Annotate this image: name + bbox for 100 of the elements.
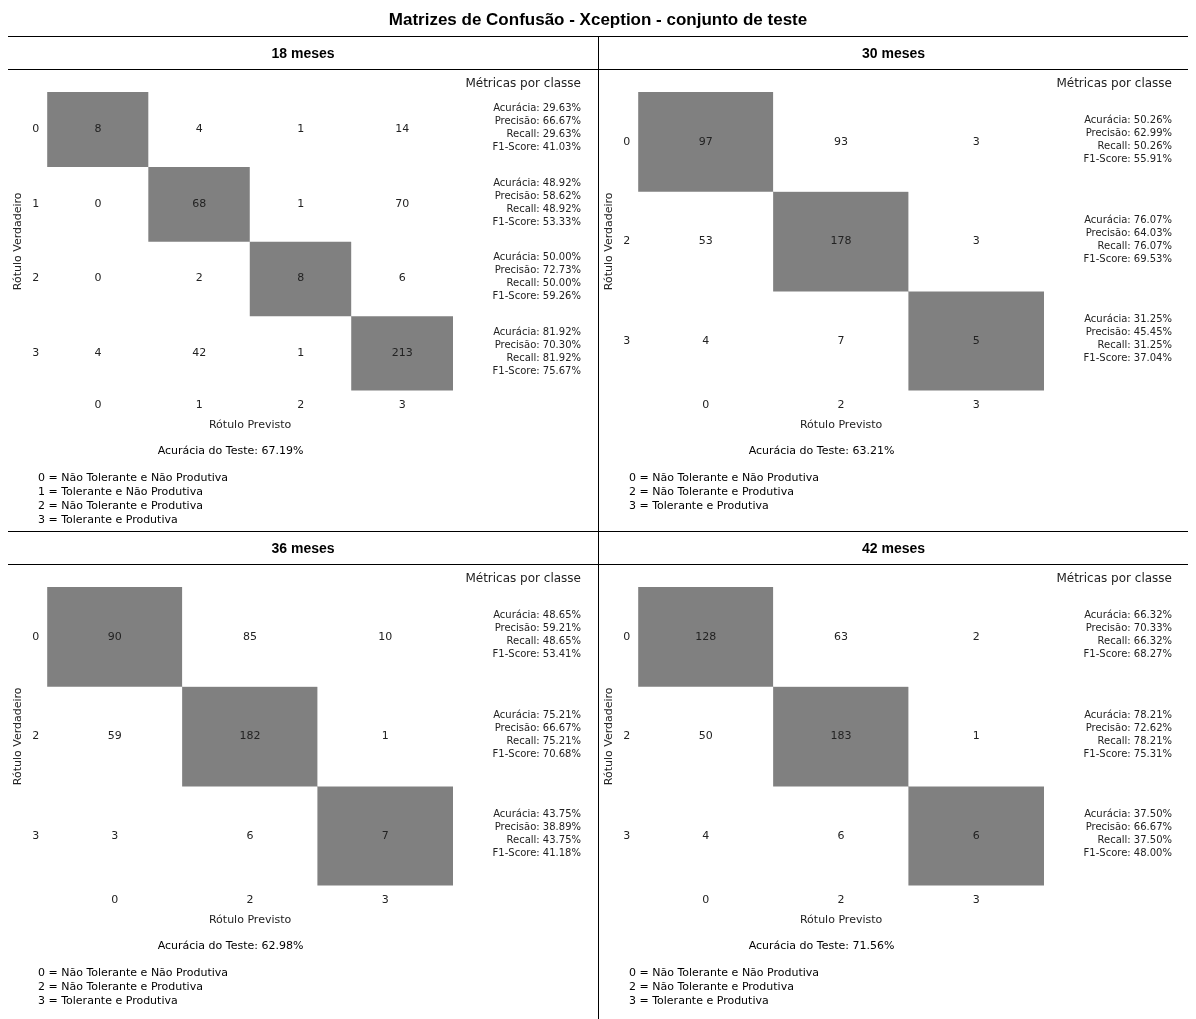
text: Recall: 48.92%: [506, 202, 581, 214]
text: Recall: 31.25%: [1097, 339, 1172, 351]
text: Recall: 66.32%: [1097, 635, 1172, 647]
x-tick-label: 3: [381, 893, 389, 907]
text: F1-Score: 53.41%: [492, 648, 581, 660]
data-label: 93: [834, 134, 849, 148]
text: F1-Score: 75.67%: [492, 364, 581, 376]
data-label: 1: [972, 729, 980, 743]
data-label: 4: [195, 122, 203, 136]
data-label: 2: [972, 629, 980, 643]
text: Precisão: 66.67%: [494, 114, 581, 126]
y-axis-title: Rótulo Verdadeiro: [11, 192, 25, 291]
data-label: 6: [246, 828, 254, 842]
text: Métricas por classe: [465, 76, 581, 91]
data-label: 183: [830, 729, 852, 743]
text: Acurácia: 29.63%: [493, 101, 581, 113]
text: Acurácia do Teste: 71.56%: [747, 939, 896, 952]
x-tick-label: 0: [702, 398, 710, 412]
text: 0 = Não Tolerante e Não Produtiva: [38, 471, 230, 485]
text: Acurácia: 48.92%: [493, 176, 581, 188]
text: Precisão: 70.33%: [1085, 622, 1172, 634]
data-label: 213: [391, 346, 413, 360]
text: F1-Score: 68.27%: [1083, 648, 1172, 660]
text: F1-Score: 37.04%: [1083, 352, 1172, 364]
text: 2 = Não Tolerante e Produtiva: [38, 980, 204, 994]
chart-subtitle: 18 meses: [8, 37, 598, 70]
data-label: 3: [972, 234, 980, 248]
text: Acurácia: 66.32%: [1084, 609, 1172, 621]
x-axis-title: Rótulo Previsto: [208, 418, 292, 432]
data-label: 182: [239, 729, 261, 743]
data-label: 6: [837, 828, 845, 842]
data-label: 68: [192, 196, 207, 210]
text: Matrizes de Confusão - Xception - conjunto de teste: [387, 9, 809, 31]
text: 3 = Tolerante e Produtiva: [38, 994, 179, 1008]
text: Recall: 78.21%: [1097, 734, 1172, 746]
data-label: 63: [834, 629, 849, 643]
text: Recall: 50.00%: [506, 277, 581, 289]
y-axis-title: Rótulo Verdadeiro: [602, 687, 616, 786]
data-label: 128: [695, 629, 717, 643]
x-tick-label: 2: [837, 398, 845, 412]
data-label: 2: [195, 271, 203, 285]
x-tick-label: 0: [94, 398, 102, 412]
data-label: 53: [698, 234, 713, 248]
text: Acurácia: 76.07%: [1084, 213, 1172, 225]
data-label: 90: [107, 629, 122, 643]
text: F1-Score: 41.18%: [492, 847, 581, 859]
y-axis-title: Rótulo Verdadeiro: [11, 687, 25, 786]
y-tick-label: 2: [623, 234, 631, 248]
text: 2 = Não Tolerante e Produtiva: [629, 485, 795, 499]
text: Recall: 76.07%: [1097, 239, 1172, 251]
data-label: 70: [395, 196, 410, 210]
y-tick-label: 2: [623, 729, 631, 743]
data-label: 7: [837, 333, 845, 347]
text: 0 = Não Tolerante e Não Produtiva: [629, 471, 821, 485]
text: Acurácia: 37.50%: [1084, 808, 1172, 820]
data-label: 42: [192, 346, 207, 360]
y-axis-title: Rótulo Verdadeiro: [602, 192, 616, 291]
data-label: 1: [297, 196, 305, 210]
y-tick-label: 0: [32, 122, 40, 136]
data-label: 4: [702, 828, 710, 842]
text: Acurácia: 31.25%: [1084, 313, 1172, 325]
y-tick-label: 3: [623, 828, 631, 842]
text: Precisão: 70.30%: [494, 338, 581, 350]
x-axis-title: Rótulo Previsto: [799, 913, 883, 927]
text: 2 = Não Tolerante e Produtiva: [38, 499, 204, 513]
text: Recall: 29.63%: [506, 127, 581, 139]
text: 0 = Não Tolerante e Não Produtiva: [629, 966, 821, 980]
data-label: 8: [297, 271, 305, 285]
text: Precisão: 72.73%: [494, 264, 581, 276]
text: F1-Score: 48.00%: [1083, 847, 1172, 859]
text: 3 = Tolerante e Produtiva: [38, 513, 179, 527]
text: F1-Score: 70.68%: [492, 747, 581, 759]
text: Acurácia do Teste: 67.19%: [156, 444, 305, 457]
text: Precisão: 66.67%: [494, 721, 581, 733]
text: Precisão: 64.03%: [1085, 226, 1172, 238]
text: Precisão: 62.99%: [1085, 127, 1172, 139]
text: Recall: 50.26%: [1097, 140, 1172, 152]
text: 3 = Tolerante e Produtiva: [629, 994, 770, 1008]
data-label: 6: [972, 828, 980, 842]
data-label: 3: [111, 828, 119, 842]
text: Recall: 43.75%: [506, 834, 581, 846]
chart-subtitle: 42 meses: [599, 532, 1188, 565]
x-tick-label: 0: [702, 893, 710, 907]
y-tick-label: 3: [623, 333, 631, 347]
text: Precisão: 72.62%: [1085, 721, 1172, 733]
text: Precisão: 66.67%: [1085, 821, 1172, 833]
text: F1-Score: 41.03%: [492, 140, 581, 152]
text: 2 = Não Tolerante e Produtiva: [629, 980, 795, 994]
data-label: 59: [107, 729, 122, 743]
data-label: 8: [94, 122, 102, 136]
data-label: 7: [381, 828, 389, 842]
data-label: 85: [243, 629, 258, 643]
x-tick-label: 2: [246, 893, 254, 907]
y-tick-label: 0: [623, 134, 631, 148]
x-tick-label: 3: [972, 398, 980, 412]
data-label: 0: [94, 271, 102, 285]
text: F1-Score: 75.31%: [1083, 747, 1172, 759]
x-tick-label: 0: [111, 893, 119, 907]
x-tick-label: 3: [972, 893, 980, 907]
y-tick-label: 3: [32, 828, 40, 842]
